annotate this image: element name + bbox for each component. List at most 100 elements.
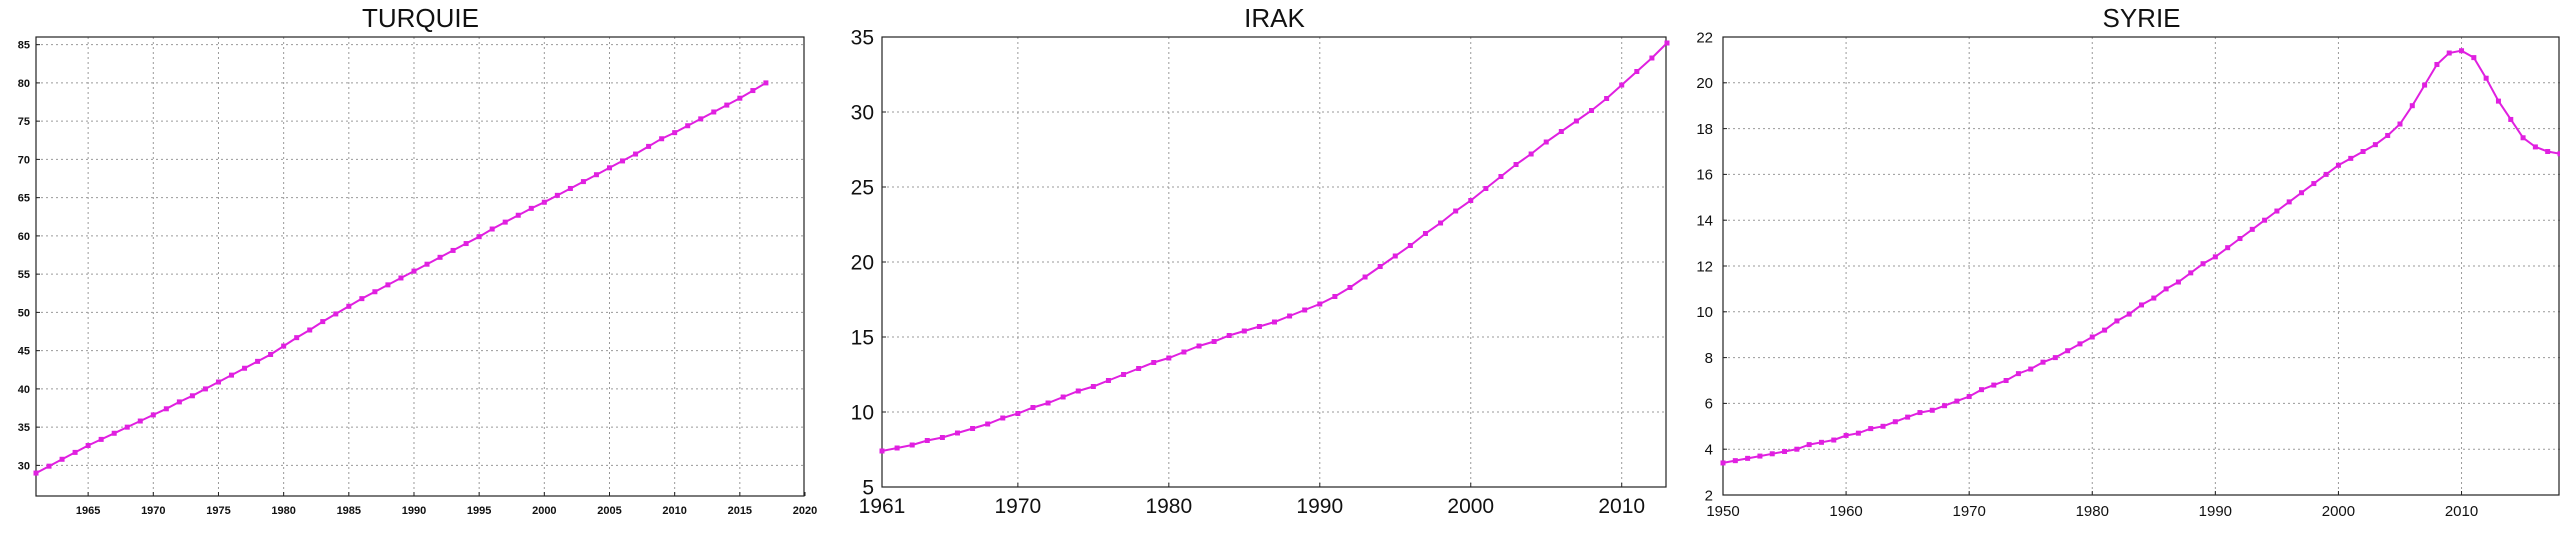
data-point <box>385 282 391 288</box>
chart-irak: IRAK 1961 1970 1980 1990 2000 2010 5 10 15 20 25 30 3… <box>851 3 1670 518</box>
data-point <box>1075 388 1081 394</box>
data-point <box>2151 295 2157 301</box>
y-tick-label: 4 <box>1705 441 1713 458</box>
data-point <box>593 172 599 178</box>
y-tick-label: 30 <box>18 460 30 472</box>
data-point <box>2200 261 2206 267</box>
data-point <box>1438 220 1444 226</box>
data-point <box>1543 139 1549 145</box>
data-point <box>750 88 756 94</box>
data-point <box>137 418 143 424</box>
data-point <box>2434 61 2440 67</box>
data-point <box>2163 286 2169 292</box>
x-tick-label: 1970 <box>1952 503 1985 520</box>
data-point <box>939 435 945 440</box>
data-point <box>2397 121 2403 127</box>
data-point <box>1105 378 1111 383</box>
data-point <box>281 343 287 349</box>
data-point <box>2286 199 2292 205</box>
data-point <box>2089 334 2095 340</box>
data-point <box>1589 108 1595 113</box>
y-tick-label: 65 <box>18 193 30 205</box>
data-point <box>163 406 169 412</box>
data-point <box>307 327 313 333</box>
data-point <box>1604 96 1610 101</box>
data-point <box>1649 55 1655 61</box>
data-point <box>2520 135 2526 141</box>
y-tick-label: 15 <box>851 326 874 349</box>
data-point <box>2052 355 2058 361</box>
data-point <box>1573 118 1579 124</box>
data-point <box>970 426 976 431</box>
data-point <box>1664 40 1670 46</box>
data-point <box>1196 343 1202 349</box>
data-point <box>98 436 104 442</box>
data-point <box>1769 451 1775 457</box>
data-point <box>1528 151 1534 157</box>
data-point <box>1892 419 1898 425</box>
data-point <box>1720 460 1726 466</box>
data-point <box>72 449 78 455</box>
x-tick-label: 1970 <box>141 505 165 517</box>
y-tick-label: 70 <box>18 154 30 166</box>
data-point <box>2348 155 2354 161</box>
y-tick-label: 35 <box>851 26 874 49</box>
y-tick-label: 75 <box>18 116 30 128</box>
data-point <box>176 399 182 405</box>
data-point <box>2459 48 2465 54</box>
data-point <box>1991 382 1997 388</box>
data-point <box>2114 318 2120 324</box>
data-point <box>2102 327 2108 333</box>
data-point <box>1060 394 1066 400</box>
data-point <box>1453 208 1459 214</box>
data-point <box>1407 243 1413 248</box>
data-point <box>879 448 885 454</box>
data-point <box>2360 149 2366 154</box>
data-point <box>1929 407 1935 413</box>
data-point <box>2557 151 2560 157</box>
data-point <box>2065 348 2071 354</box>
x-tick-label: 1950 <box>1706 503 1739 520</box>
data-point <box>85 443 91 449</box>
data-point <box>150 412 156 418</box>
y-tick-label: 8 <box>1705 350 1713 367</box>
data-point <box>411 268 417 274</box>
data-point <box>1745 455 1751 461</box>
data-point <box>1377 264 1383 269</box>
data-point <box>1347 285 1353 290</box>
data-point <box>229 372 235 378</box>
data-point <box>242 365 248 371</box>
data-point <box>528 205 534 211</box>
data-point <box>1015 411 1021 416</box>
data-point <box>1045 400 1051 406</box>
data-point <box>2483 75 2489 81</box>
data-point <box>502 219 508 225</box>
y-tick-label: 45 <box>18 346 30 358</box>
data-point <box>2446 50 2452 56</box>
data-point <box>1855 430 1861 436</box>
data-point <box>111 430 117 436</box>
data-point <box>1619 82 1625 88</box>
data-point <box>924 438 930 443</box>
data-point <box>1241 328 1247 334</box>
data-point <box>2225 245 2231 251</box>
x-tick-label: 1990 <box>1296 495 1343 518</box>
data-point <box>909 442 915 448</box>
data-point <box>633 151 639 157</box>
data-point <box>124 424 130 430</box>
x-tick-label: 1985 <box>337 505 361 517</box>
data-point <box>1806 442 1812 448</box>
y-tick-label: 5 <box>862 476 874 499</box>
data-point <box>1757 453 1763 459</box>
data-point <box>1151 360 1157 365</box>
data-point <box>1794 446 1800 452</box>
y-tick-label: 16 <box>1696 167 1713 184</box>
data-point <box>1954 398 1960 404</box>
y-tick-label: 18 <box>1696 121 1713 138</box>
data-point <box>215 379 221 385</box>
data-point <box>2372 142 2378 148</box>
data-point <box>463 241 469 247</box>
chart-turquie: TURQUIE 1965 1970 1975 1980 1985 1990 1995 2000 2… <box>18 3 817 517</box>
y-tick-label: 2 <box>1705 487 1713 504</box>
